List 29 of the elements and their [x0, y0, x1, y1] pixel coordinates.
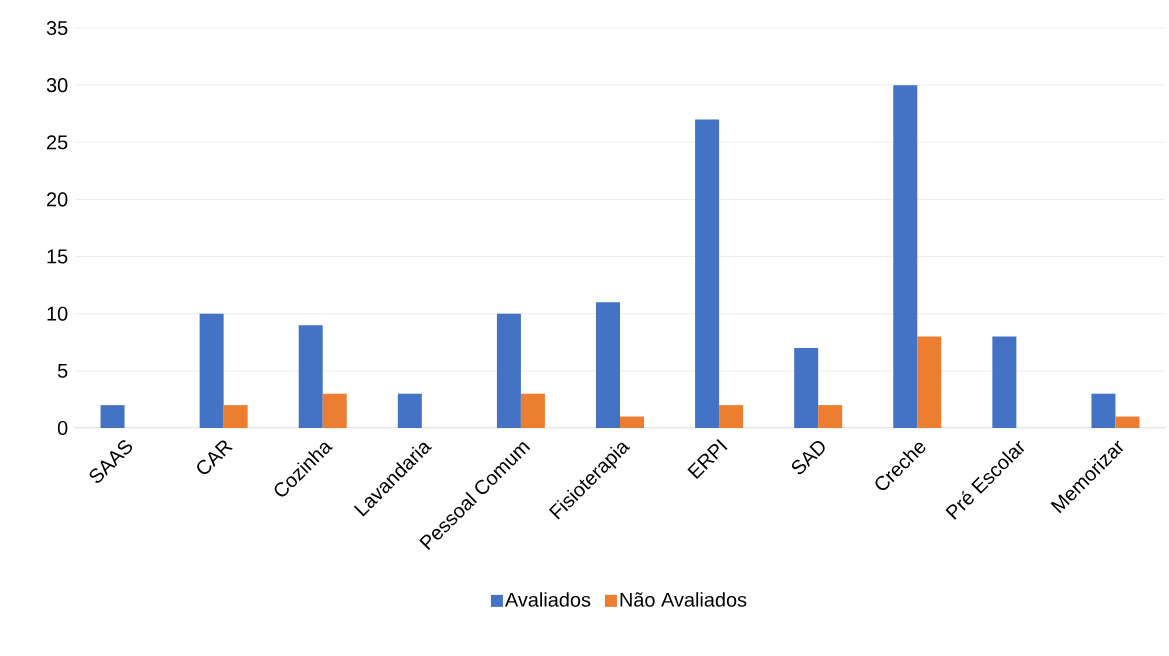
y-tick-label: 30: [46, 78, 68, 93]
bar: [893, 85, 918, 428]
legend-label: Não Avaliados: [620, 592, 747, 607]
bar: [298, 325, 323, 428]
bar: [397, 393, 422, 428]
bar: [695, 119, 720, 428]
bar: [322, 393, 347, 428]
bar: [199, 313, 224, 428]
y-tick-label: 10: [47, 306, 68, 321]
bar: [992, 336, 1017, 428]
bar: [223, 405, 248, 428]
bar: [520, 393, 545, 428]
y-tick-label: 20: [47, 192, 68, 207]
bar: [719, 405, 744, 428]
y-tick-label: 35: [46, 20, 68, 36]
y-tick-label: 5: [57, 363, 68, 378]
y-tick-label: 25: [47, 135, 68, 150]
bar: [917, 336, 942, 428]
bar: [1115, 416, 1140, 428]
bar: [100, 405, 125, 428]
y-tick-label: 0: [57, 420, 68, 436]
y-tick-label: 15: [47, 249, 68, 264]
bar: [620, 416, 644, 428]
bar: [496, 313, 521, 428]
bar: [1091, 393, 1116, 428]
bar: [818, 405, 843, 428]
bar: [794, 347, 819, 428]
legend-label: Avaliados: [504, 592, 591, 607]
bar: [596, 302, 620, 428]
